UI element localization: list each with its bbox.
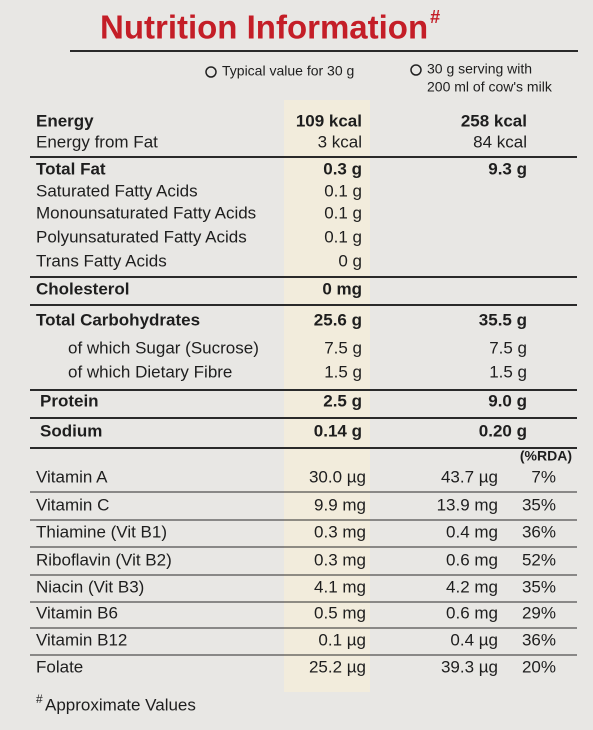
typical-value: 25.6 g [314, 310, 362, 329]
milk-value: 9.3 g [488, 159, 527, 178]
nutrient-label: Total Carbohydrates [36, 310, 200, 329]
typical-value: 9.9 mg [314, 495, 366, 514]
nutrient-label: of which Sugar (Sucrose) [68, 338, 259, 357]
nutrient-label: Monounsaturated Fatty Acids [36, 203, 256, 222]
typical-value: 2.5 g [323, 391, 362, 410]
vitamin-label: Vitamin B6 [36, 603, 118, 622]
typical-value: 0.1 g [324, 181, 362, 200]
typical-value: 1.5 g [324, 362, 362, 381]
typical-value: 0.3 mg [314, 522, 366, 541]
milk-value: 43.7 µg [441, 467, 498, 486]
typical-value: 7.5 g [324, 338, 362, 357]
typical-value: 4.1 mg [314, 577, 366, 596]
milk-value: 1.5 g [489, 362, 527, 381]
typical-value: 0.14 g [314, 421, 362, 440]
rda-header: (%RDA) [520, 448, 572, 464]
typical-value: 0 g [338, 251, 362, 270]
typical-value: 109 kcal [296, 111, 362, 130]
typical-value: 0.1 g [324, 227, 362, 246]
title: Nutrition Information [100, 9, 428, 46]
column-icon [410, 64, 422, 76]
nutrient-label: Energy from Fat [36, 132, 158, 151]
nutrient-label: Sodium [40, 421, 102, 440]
rda-value: 36% [522, 522, 556, 541]
typical-value: 0 mg [322, 279, 362, 298]
nutrient-label: Cholesterol [36, 279, 130, 298]
vitamin-label: Vitamin A [36, 467, 108, 486]
vitamin-label: Vitamin C [36, 495, 109, 514]
column-icon [205, 66, 217, 78]
nutrient-label: Energy [36, 111, 94, 130]
vitamin-label: Folate [36, 657, 83, 676]
nutrient-label: of which Dietary Fibre [68, 362, 232, 381]
vitamin-label: Thiamine (Vit B1) [36, 522, 167, 541]
milk-value: 84 kcal [473, 132, 527, 151]
column-highlight [284, 100, 370, 692]
column-header: 30 g serving with [427, 61, 532, 77]
rda-value: 29% [522, 603, 556, 622]
typical-value: 30.0 µg [309, 467, 366, 486]
milk-value: 0.6 mg [446, 550, 498, 569]
milk-value: 0.4 mg [446, 522, 498, 541]
milk-value: 0.20 g [479, 421, 527, 440]
rda-value: 20% [522, 657, 556, 676]
vitamin-label: Riboflavin (Vit B2) [36, 550, 172, 569]
milk-value: 35.5 g [479, 310, 527, 329]
column-header: Typical value for 30 g [222, 63, 354, 79]
typical-value: 0.3 g [323, 159, 362, 178]
nutrient-label: Total Fat [36, 159, 106, 178]
milk-value: 9.0 g [488, 391, 527, 410]
rda-value: 36% [522, 630, 556, 649]
footnote-mark: # [36, 692, 43, 706]
milk-value: 13.9 mg [437, 495, 498, 514]
nutrient-label: Trans Fatty Acids [36, 251, 167, 270]
rda-value: 35% [522, 577, 556, 596]
nutrient-label: Saturated Fatty Acids [36, 181, 198, 200]
milk-value: 0.6 mg [446, 603, 498, 622]
typical-value: 0.5 mg [314, 603, 366, 622]
vitamin-label: Niacin (Vit B3) [36, 577, 144, 596]
milk-value: 258 kcal [461, 111, 527, 130]
typical-value: 0.1 µg [318, 630, 366, 649]
title-mark: # [430, 7, 440, 27]
rda-value: 7% [531, 467, 556, 486]
typical-value: 25.2 µg [309, 657, 366, 676]
milk-value: 39.3 µg [441, 657, 498, 676]
milk-value: 7.5 g [489, 338, 527, 357]
vitamin-label: Vitamin B12 [36, 630, 127, 649]
footnote: Approximate Values [45, 695, 196, 714]
typical-value: 3 kcal [318, 132, 362, 151]
rda-value: 52% [522, 550, 556, 569]
milk-value: 0.4 µg [450, 630, 498, 649]
nutrient-label: Polyunsaturated Fatty Acids [36, 227, 247, 246]
typical-value: 0.1 g [324, 203, 362, 222]
column-header: 200 ml of cow's milk [427, 79, 553, 95]
milk-value: 4.2 mg [446, 577, 498, 596]
typical-value: 0.3 mg [314, 550, 366, 569]
nutrient-label: Protein [40, 391, 99, 410]
rda-value: 35% [522, 495, 556, 514]
